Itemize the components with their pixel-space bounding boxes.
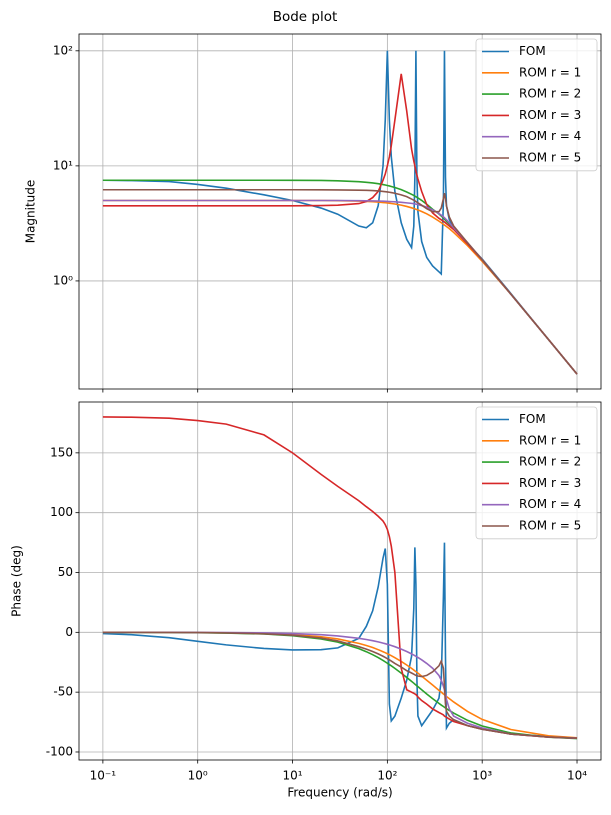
series-line (102, 631, 578, 740)
x-tick-label: 10⁴ (567, 769, 587, 783)
x-tick-label: 10² (377, 769, 397, 783)
x-tick-label: 10⁻¹ (90, 769, 117, 783)
legend-label: ROM r = 1 (519, 433, 581, 447)
legend-label: ROM r = 5 (519, 151, 581, 165)
figure-title: Bode plot (273, 9, 338, 25)
x-axis-label: Frequency (rad/s) (287, 786, 392, 800)
series-line (102, 188, 578, 375)
legend-label: ROM r = 4 (519, 497, 581, 511)
legend-label: ROM r = 3 (519, 476, 581, 490)
x-tick-label: 10¹ (282, 769, 302, 783)
y-tick-label: 0 (65, 625, 73, 639)
series-line (102, 179, 578, 375)
y-tick-label: 10¹ (53, 158, 73, 172)
y-axis-label: Phase (deg) (10, 545, 24, 617)
legend-label: ROM r = 5 (519, 519, 581, 533)
y-tick-label: 150 (50, 445, 73, 459)
legend-label: ROM r = 4 (519, 129, 581, 143)
legend-box (475, 406, 598, 540)
series-line (102, 542, 578, 740)
legend-label: ROM r = 2 (519, 87, 581, 101)
y-tick-label: 10⁰ (53, 273, 73, 287)
axes-frame (78, 401, 602, 761)
axes-frame (78, 33, 602, 390)
y-axis-label: Magnitude (24, 180, 38, 244)
x-tick-label: 10³ (472, 769, 492, 783)
legend-label: FOM (519, 412, 546, 426)
legend-box (475, 38, 598, 172)
series-line (102, 199, 578, 375)
legend-label: ROM r = 2 (519, 455, 581, 469)
y-tick-label: 50 (58, 565, 73, 579)
y-tick-label: 100 (50, 505, 73, 519)
series-line (102, 416, 578, 740)
series-line (102, 73, 578, 375)
x-tick-label: 10⁰ (188, 769, 208, 783)
y-tick-label: -50 (53, 685, 73, 699)
y-tick-label: 10² (53, 43, 73, 57)
legend-label: FOM (519, 44, 546, 58)
series-line (102, 631, 578, 740)
legend-label: ROM r = 1 (519, 65, 581, 79)
y-tick-label: -100 (46, 744, 73, 758)
legend-label: ROM r = 3 (519, 108, 581, 122)
